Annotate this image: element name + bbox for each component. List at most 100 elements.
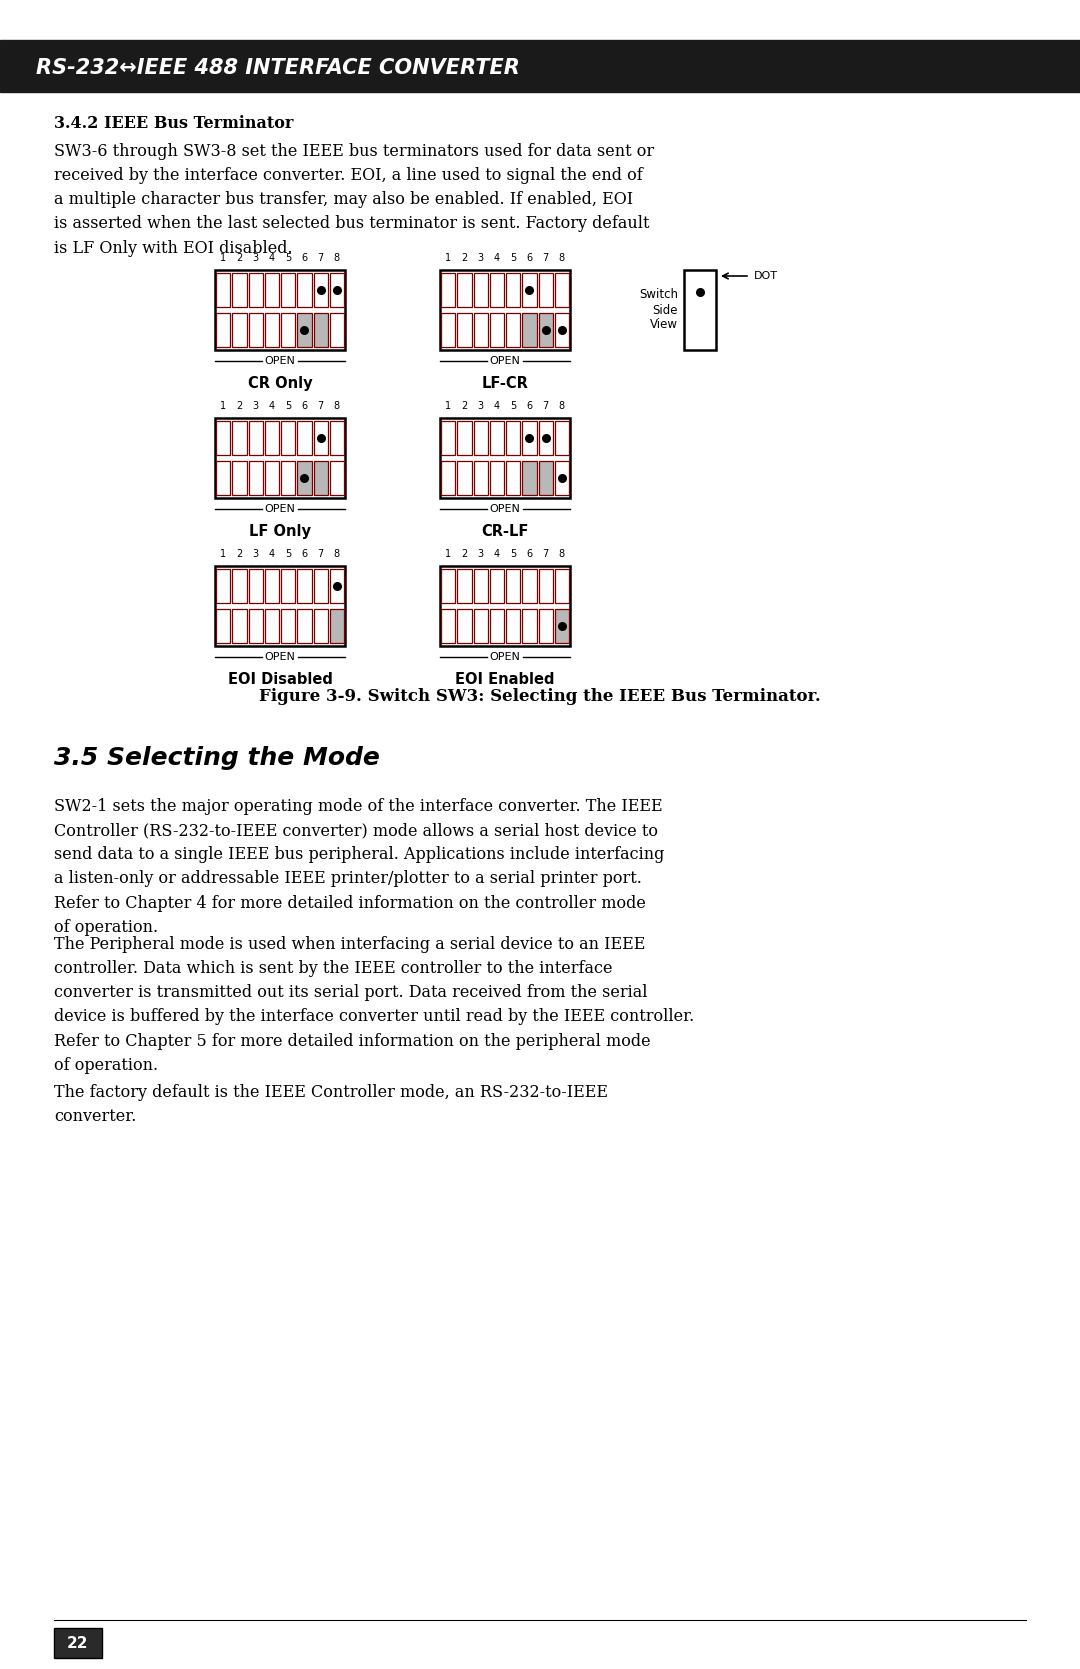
Bar	[507, 421, 521, 456]
Text: 4: 4	[494, 254, 500, 264]
Text: The factory default is the IEEE Controller mode, an RS-232-to-IEEE
converter.: The factory default is the IEEE Controll…	[54, 1083, 608, 1125]
Bar	[457, 461, 472, 496]
Bar	[248, 569, 262, 603]
Text: 1: 1	[445, 549, 451, 559]
Text: 4: 4	[494, 549, 500, 559]
Bar	[329, 461, 345, 496]
Bar	[489, 609, 504, 643]
Text: 4: 4	[269, 254, 275, 264]
Text: OPEN: OPEN	[265, 653, 296, 663]
Bar	[507, 461, 521, 496]
Bar	[555, 461, 569, 496]
Bar	[281, 569, 295, 603]
Bar	[489, 461, 504, 496]
Bar	[297, 421, 311, 456]
Bar	[248, 461, 262, 496]
Bar	[507, 569, 521, 603]
Bar	[473, 421, 488, 456]
Bar	[457, 569, 472, 603]
Bar	[313, 421, 327, 456]
Bar	[441, 312, 456, 347]
Text: 7: 7	[318, 254, 324, 264]
Bar	[523, 461, 537, 496]
Bar	[473, 609, 488, 643]
Text: OPEN: OPEN	[489, 504, 521, 514]
Text: 2: 2	[237, 254, 243, 264]
Text: 8: 8	[334, 549, 340, 559]
Bar	[555, 609, 569, 643]
Bar	[216, 421, 230, 456]
Bar	[507, 609, 521, 643]
Bar	[329, 609, 345, 643]
Text: 8: 8	[558, 254, 565, 264]
Bar	[265, 569, 279, 603]
Text: OPEN: OPEN	[265, 355, 296, 366]
Bar	[440, 566, 570, 646]
Text: OPEN: OPEN	[265, 504, 296, 514]
Bar	[297, 312, 311, 347]
Bar	[555, 421, 569, 456]
Text: 4: 4	[269, 549, 275, 559]
Bar	[232, 312, 246, 347]
Bar	[523, 272, 537, 307]
Bar	[457, 312, 472, 347]
Bar	[329, 312, 345, 347]
Text: 5: 5	[510, 254, 516, 264]
Bar	[489, 569, 504, 603]
Text: 8: 8	[558, 401, 565, 411]
Bar	[0, 40, 1080, 92]
Text: 5: 5	[285, 549, 292, 559]
Text: 6: 6	[526, 401, 532, 411]
Bar	[489, 421, 504, 456]
Bar	[684, 270, 716, 350]
Text: OPEN: OPEN	[489, 355, 521, 366]
Bar	[232, 461, 246, 496]
Bar	[457, 272, 472, 307]
Text: 1: 1	[220, 401, 226, 411]
Bar	[473, 272, 488, 307]
Bar	[281, 272, 295, 307]
Bar	[539, 461, 553, 496]
Text: 7: 7	[542, 549, 549, 559]
Bar	[297, 461, 311, 496]
Bar	[473, 569, 488, 603]
Bar	[523, 312, 537, 347]
Text: LF-CR: LF-CR	[482, 376, 528, 391]
Bar	[539, 272, 553, 307]
Text: 7: 7	[318, 549, 324, 559]
Text: 3: 3	[253, 254, 259, 264]
Text: 1: 1	[220, 254, 226, 264]
Bar	[441, 609, 456, 643]
Text: 6: 6	[526, 254, 532, 264]
Text: Switch
Side
View: Switch Side View	[639, 289, 678, 332]
Text: LF Only: LF Only	[249, 524, 311, 539]
Text: CR Only: CR Only	[247, 376, 312, 391]
Text: 3: 3	[253, 549, 259, 559]
Text: 22: 22	[67, 1636, 89, 1651]
Text: EOI Disabled: EOI Disabled	[228, 673, 333, 688]
Bar	[523, 421, 537, 456]
Bar	[216, 569, 230, 603]
Text: 2: 2	[461, 254, 468, 264]
Text: 1: 1	[445, 254, 451, 264]
Text: SW3-6 through SW3-8 set the IEEE bus terminators used for data sent or
received : SW3-6 through SW3-8 set the IEEE bus ter…	[54, 144, 654, 257]
Bar	[523, 609, 537, 643]
Bar	[555, 272, 569, 307]
Bar	[440, 270, 570, 350]
Text: 3: 3	[477, 549, 484, 559]
Bar	[539, 569, 553, 603]
Bar	[54, 1627, 102, 1657]
Text: EOI Enabled: EOI Enabled	[456, 673, 555, 688]
Bar	[248, 609, 262, 643]
Bar	[457, 421, 472, 456]
Bar	[507, 312, 521, 347]
Text: 6: 6	[526, 549, 532, 559]
Text: 1: 1	[220, 549, 226, 559]
Bar	[555, 569, 569, 603]
Bar	[216, 272, 230, 307]
Text: 7: 7	[542, 401, 549, 411]
Bar	[265, 461, 279, 496]
Text: 5: 5	[285, 254, 292, 264]
Bar	[539, 609, 553, 643]
Bar	[248, 421, 262, 456]
